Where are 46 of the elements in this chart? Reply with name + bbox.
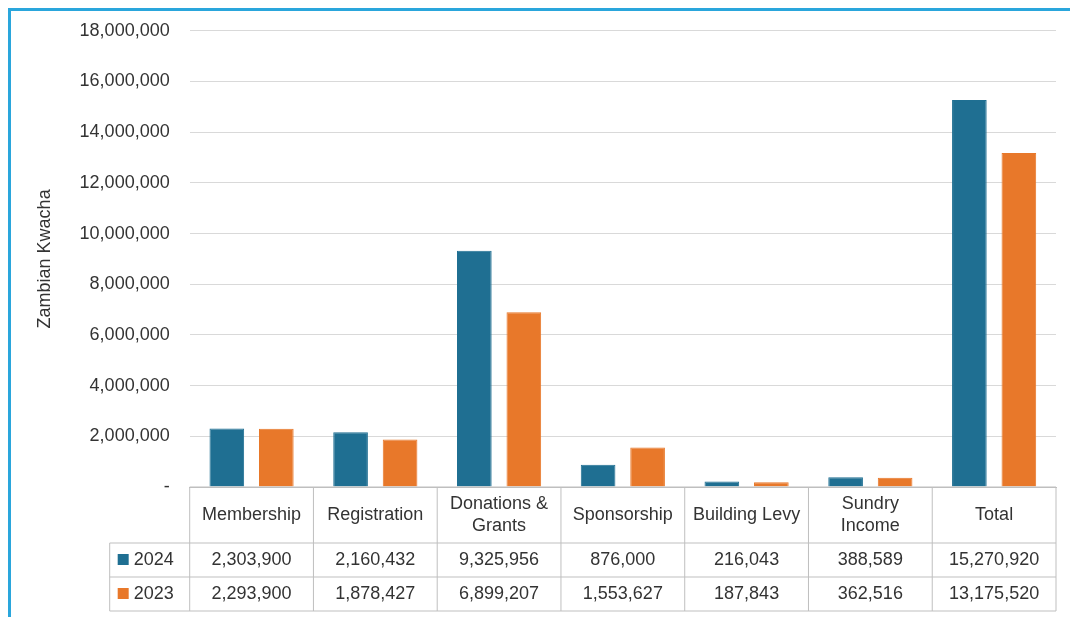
data-label: 6,899,207 xyxy=(459,582,540,603)
y-tick-label: 6,000,000 xyxy=(89,323,170,344)
y-tick-label: 10,000,000 xyxy=(79,222,170,243)
bar xyxy=(258,428,294,487)
y-tick-label: 16,000,000 xyxy=(79,70,170,91)
data-label: 876,000 xyxy=(590,548,656,569)
data-label: 13,175,520 xyxy=(949,582,1040,603)
y-axis-title: Zambian Kwacha xyxy=(33,188,54,329)
bar xyxy=(630,447,665,487)
y-tick-label: - xyxy=(163,475,170,496)
data-label: 2,293,900 xyxy=(211,582,292,603)
bar xyxy=(382,439,418,487)
y-tick-label: 18,000,000 xyxy=(79,19,170,40)
bar xyxy=(580,464,616,487)
bar xyxy=(209,428,245,487)
data-label: 216,043 xyxy=(714,548,780,569)
x-tick-label: Building Levy xyxy=(693,503,801,524)
y-tick-label: 14,000,000 xyxy=(79,121,170,142)
data-label: 2,160,432 xyxy=(335,548,416,569)
data-label: 9,325,956 xyxy=(459,548,540,569)
x-tick-label: Donations & Grants xyxy=(450,492,549,535)
x-tick-label: Sundry Income xyxy=(840,492,900,535)
x-tick-label: Total xyxy=(975,503,1014,524)
data-label: 1,553,627 xyxy=(582,582,663,603)
x-tick-label: Membership xyxy=(202,503,302,524)
data-label: 2,303,900 xyxy=(211,548,292,569)
data-label: 362,516 xyxy=(837,582,903,603)
x-tick-label: Registration xyxy=(327,503,424,524)
bar xyxy=(1001,153,1037,487)
y-tick-label: 4,000,000 xyxy=(89,374,170,395)
bar xyxy=(506,312,542,487)
data-label: 187,843 xyxy=(714,582,780,603)
bar xyxy=(828,477,863,487)
y-tick-label: 2,000,000 xyxy=(89,425,170,446)
x-tick-label: Sponsorship xyxy=(572,503,673,524)
bar xyxy=(754,482,789,487)
bar xyxy=(457,250,492,487)
bar xyxy=(333,432,368,487)
data-label: 15,270,920 xyxy=(949,548,1040,569)
y-tick-label: 12,000,000 xyxy=(79,171,170,192)
bar xyxy=(952,99,987,487)
y-tick-label: 8,000,000 xyxy=(89,273,170,294)
legend-label: 2023 xyxy=(133,582,174,603)
data-label: 388,589 xyxy=(837,548,903,569)
legend-label: 2024 xyxy=(133,548,174,569)
data-label: 1,878,427 xyxy=(335,582,416,603)
